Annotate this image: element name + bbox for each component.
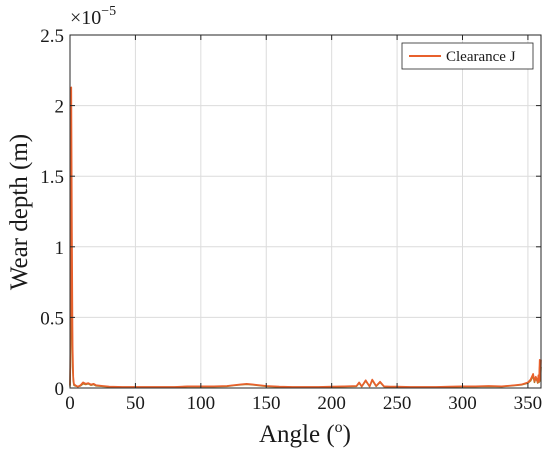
- plot-background: [70, 35, 541, 388]
- legend-label: Clearance J: [446, 49, 516, 65]
- x-tick-label: 0: [65, 393, 75, 414]
- x-tick-label: 350: [514, 393, 543, 414]
- series-line: [69, 86, 542, 388]
- y-tick-label: 2: [55, 97, 65, 118]
- y-tick-label: 0.5: [40, 308, 64, 329]
- y-axis-exponent: ×10−5: [70, 4, 116, 29]
- axis-tick-labels: 0 50 100 150 200 250 300 350 0 0.5 1 1.5 2 2.5: [40, 26, 542, 414]
- x-tick-label: 250: [383, 393, 412, 414]
- legend: Clearance J: [401, 42, 534, 70]
- x-tick-label: 200: [317, 393, 346, 414]
- x-tick-label: 150: [252, 393, 281, 414]
- x-tick-label: 100: [187, 393, 216, 414]
- y-tick-label: 1.5: [40, 167, 64, 188]
- x-tick-label: 300: [448, 393, 477, 414]
- x-tick-label: 50: [126, 393, 145, 414]
- y-tick-label: 2.5: [40, 26, 64, 47]
- y-axis-label: Wear depth (m): [6, 134, 33, 290]
- y-tick-label: 1: [55, 238, 65, 259]
- y-tick-label: 0: [55, 379, 65, 400]
- axis-ticks: [69, 34, 541, 389]
- series-layer: [69, 86, 542, 388]
- x-axis-label: Angle (o): [259, 419, 351, 448]
- plot-frame: [69, 34, 542, 389]
